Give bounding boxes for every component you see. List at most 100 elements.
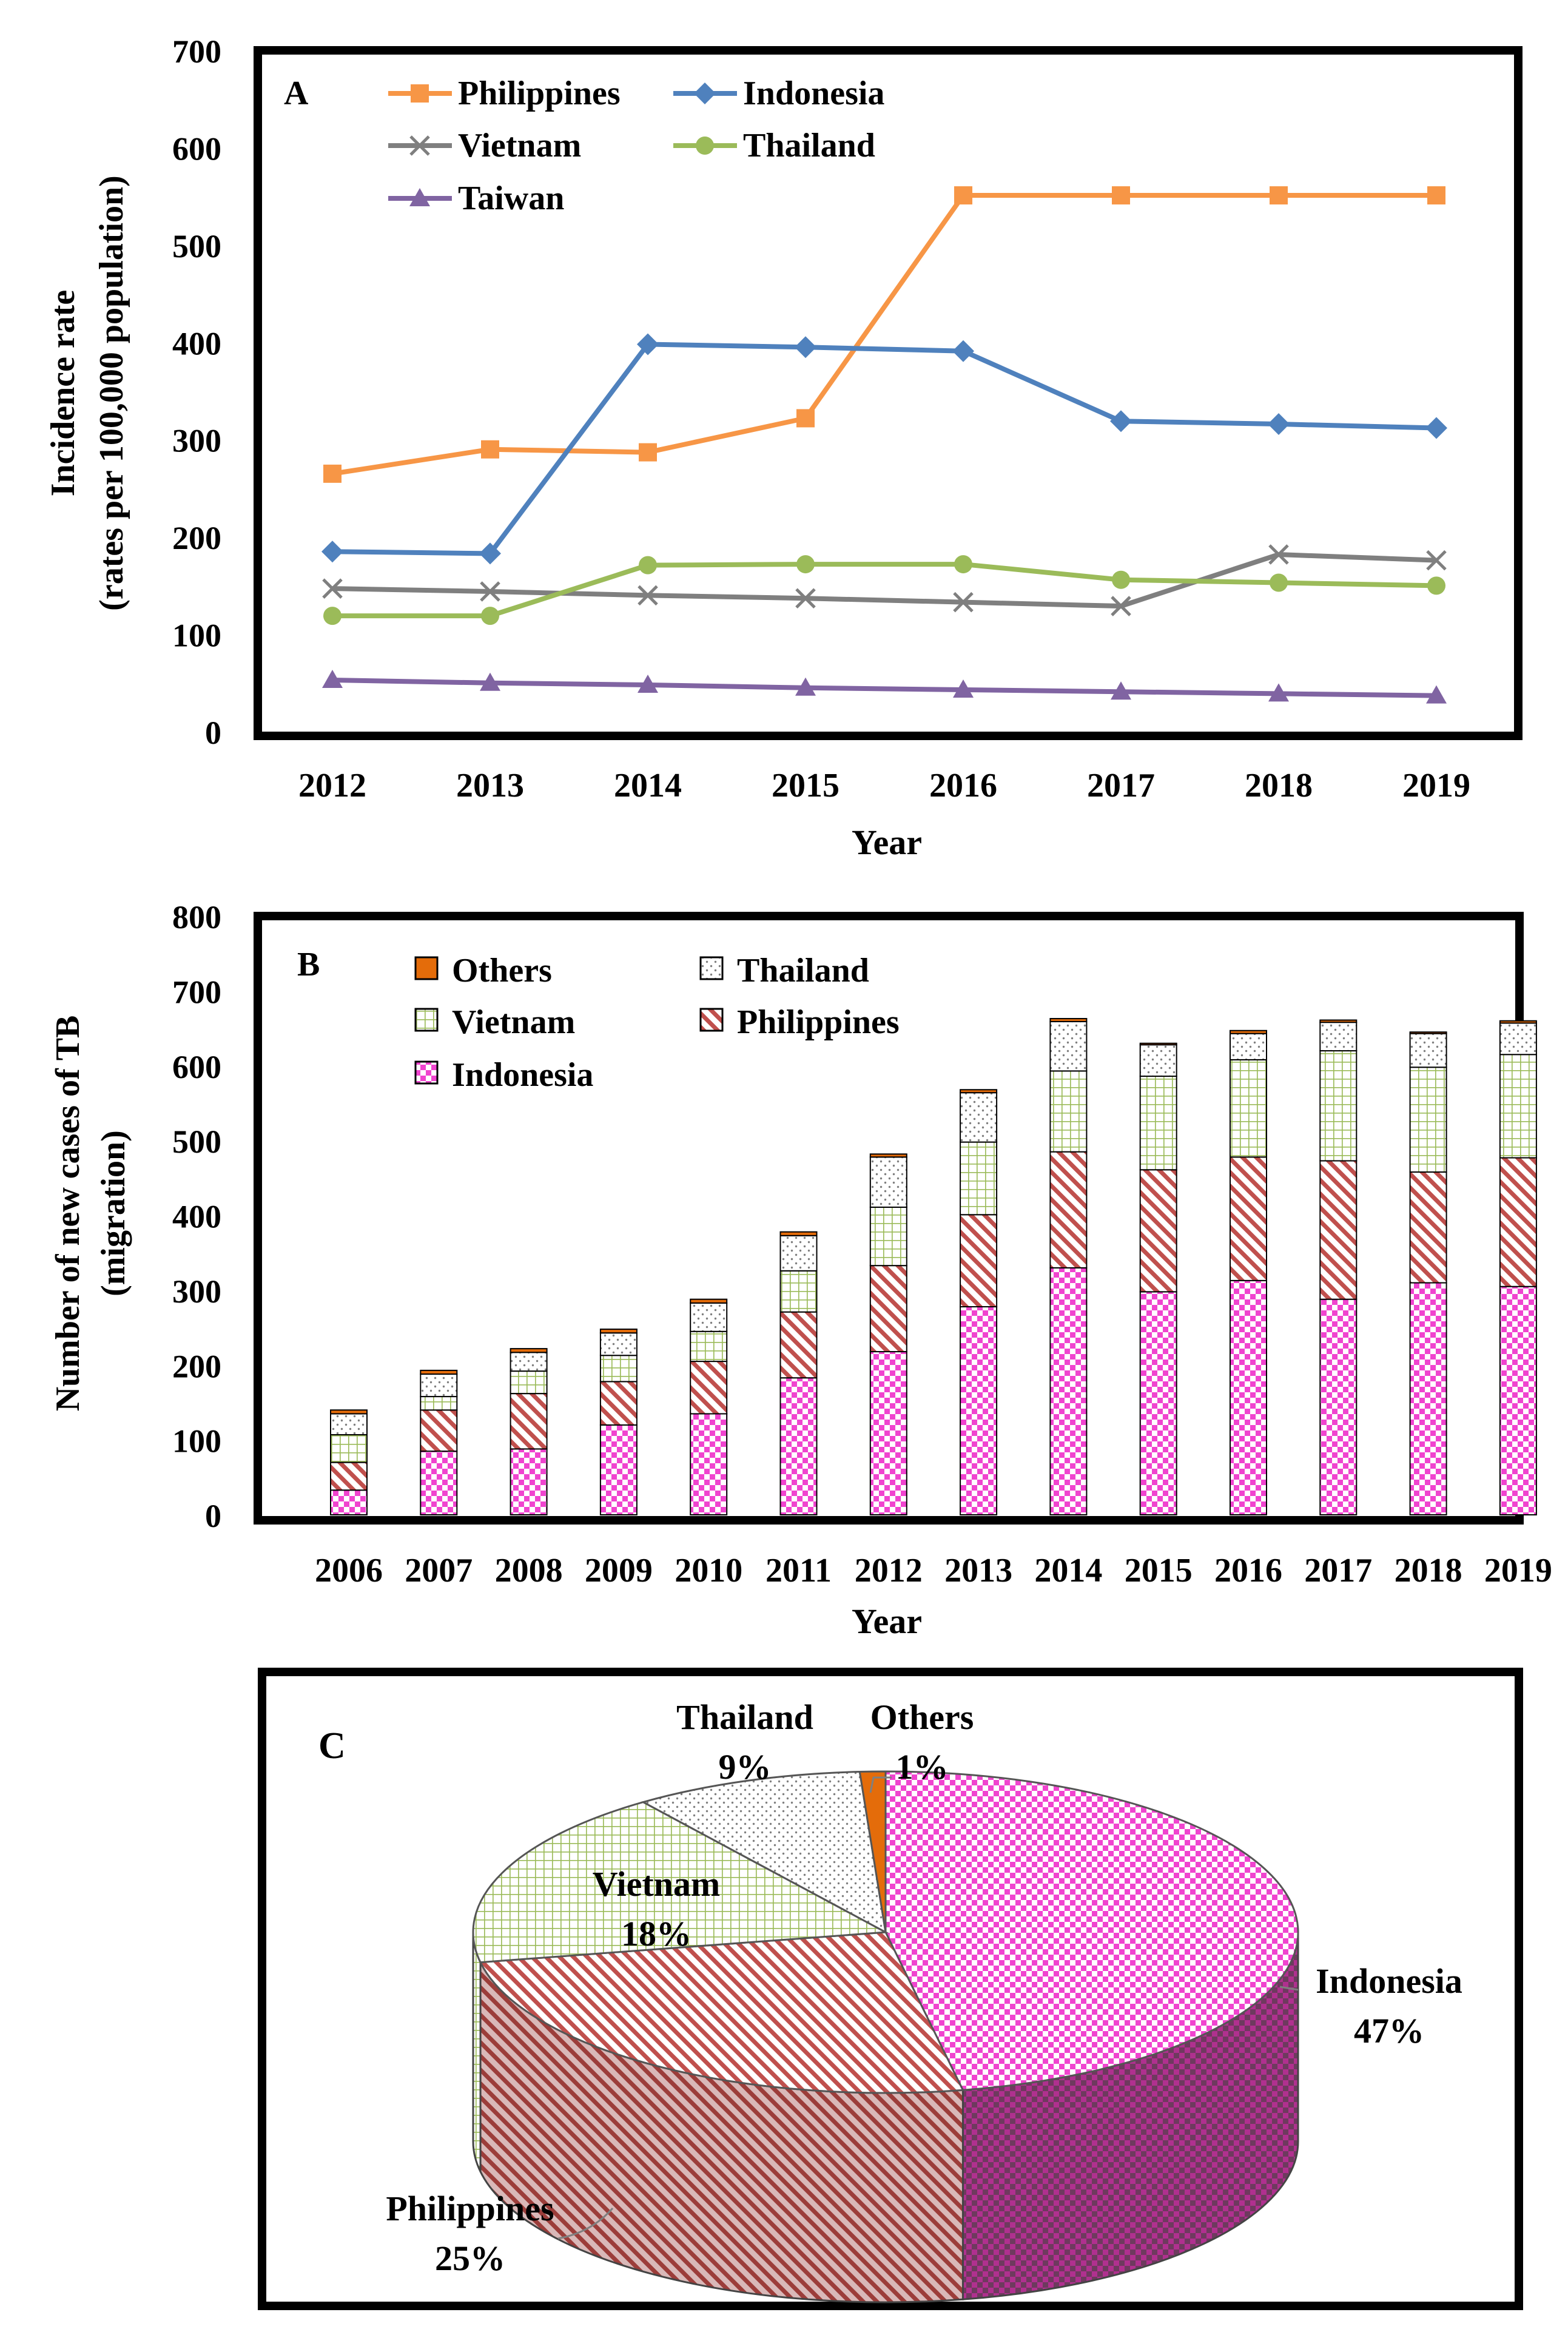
legend-label: Indonesia: [743, 75, 884, 112]
data-point-thailand: [1112, 570, 1130, 589]
legend-entry-thailand: Thailand: [699, 952, 869, 989]
pie-leader-line-others: [869, 1776, 892, 1793]
bar-segment-indonesia: [599, 1424, 638, 1515]
bar-segment-philippines: [330, 1461, 368, 1491]
panel-a-ytick-label: 400: [172, 325, 221, 362]
series-line-taiwan: [332, 677, 1437, 698]
pie-slice-thailand: [641, 1770, 887, 1934]
series-line-vietnam: [332, 551, 1437, 609]
panel-b-ytick-label: 400: [172, 1199, 221, 1235]
legend-swatch: [414, 956, 439, 980]
panel-a-xtick-label: 2016: [929, 767, 997, 804]
bar-segment-indonesia: [1409, 1282, 1447, 1516]
panel-a-ylabel-line1: Incidence rate: [44, 290, 82, 497]
data-point-taiwan: [1268, 683, 1289, 702]
panel-b-ytick-label: 600: [172, 1049, 221, 1085]
panel-b-xtick-label: 2016: [1214, 1552, 1282, 1589]
series-line-philippines: [332, 193, 1436, 476]
pie-slice-philippines: [479, 1931, 964, 2094]
bar-segment-vietnam: [690, 1330, 728, 1363]
bar-segment-thailand: [420, 1373, 458, 1398]
pie-label-percent: 18%: [621, 1914, 691, 1953]
data-point-thailand: [954, 555, 972, 574]
bar-segment-thailand: [869, 1156, 907, 1208]
series-taiwan: [322, 669, 1447, 704]
panel-b-xtick-label: 2009: [585, 1552, 653, 1589]
data-point-indonesia: [321, 541, 343, 563]
legend-entry-indonesia: Indonesia: [673, 75, 884, 112]
bar-segment-vietnam: [510, 1370, 548, 1395]
bar-segment-others: [599, 1329, 638, 1334]
bar-stack-2018: [1409, 1031, 1447, 1516]
bar-segment-indonesia: [869, 1351, 907, 1515]
bar-segment-others: [420, 1369, 458, 1375]
legend-entry-thailand: Thailand: [673, 127, 875, 164]
pie-leader-line-indonesia: [1279, 1986, 1299, 1991]
bar-segment-thailand: [779, 1235, 818, 1272]
data-point-philippines: [323, 464, 342, 483]
bar-stack-2007: [420, 1369, 458, 1516]
bar-segment-philippines: [510, 1393, 548, 1450]
data-point-philippines: [1270, 186, 1288, 205]
bar-segment-indonesia: [779, 1377, 818, 1515]
panel-b-xtick-label: 2014: [1034, 1552, 1102, 1589]
panel-b-ytick-label: 500: [172, 1124, 221, 1160]
legend-label: Thailand: [737, 952, 869, 989]
bar-segment-thailand: [599, 1332, 638, 1356]
series-philippines: [323, 186, 1445, 483]
panel-c-letter: C: [318, 1725, 346, 1767]
panel-a-xtick-label: 2017: [1087, 767, 1155, 804]
data-point-thailand: [481, 607, 499, 625]
data-point-vietnam: [638, 585, 658, 606]
bar-stack-2019: [1499, 1020, 1537, 1516]
panel-b-ytick-label: 300: [172, 1273, 221, 1310]
panel-a-xtick-label: 2012: [298, 767, 366, 804]
panel-a-ytick-label: 300: [172, 423, 221, 459]
bar-segment-indonesia: [1499, 1286, 1537, 1516]
pie-label-name: Philippines: [386, 2189, 554, 2228]
pie-side-vietnam: [472, 1932, 482, 2172]
bar-stack-2017: [1319, 1019, 1358, 1515]
bar-segment-thailand: [1230, 1033, 1267, 1060]
pie-slice-indonesia: [884, 1770, 1299, 2091]
data-point-vietnam: [1111, 596, 1131, 616]
pie-label-name: Others: [870, 1697, 974, 1737]
legend-marker-taiwan: [409, 188, 430, 206]
bar-segment-others: [1319, 1019, 1358, 1023]
bar-stack-2012: [869, 1153, 907, 1515]
bar-segment-thailand: [510, 1352, 548, 1372]
bar-segment-vietnam: [869, 1206, 907, 1267]
bar-segment-indonesia: [690, 1413, 728, 1516]
pie-label-name: Thailand: [676, 1697, 813, 1737]
bar-segment-indonesia: [510, 1448, 548, 1515]
bar-segment-philippines: [690, 1361, 728, 1415]
pie-slice-others: [858, 1770, 887, 1933]
panel-a-xlabel: Year: [852, 823, 922, 862]
bar-segment-philippines: [420, 1409, 458, 1452]
data-point-taiwan: [1111, 681, 1131, 700]
bar-segment-indonesia: [1139, 1291, 1177, 1516]
panel-b-ylabel-line1: Number of new cases of TB: [49, 1016, 87, 1412]
bar-segment-thailand: [1049, 1020, 1088, 1072]
bar-segment-indonesia: [1230, 1279, 1267, 1515]
bar-segment-vietnam: [420, 1396, 458, 1411]
legend-label: Vietnam: [452, 1003, 575, 1041]
data-point-taiwan: [480, 672, 500, 691]
pie-label-percent: 47%: [1354, 2011, 1424, 2050]
pie-leader-line-philippines: [557, 2208, 614, 2240]
legend-label: Indonesia: [452, 1056, 593, 1094]
bar-segment-vietnam: [1230, 1059, 1267, 1158]
pie-label-philippines: Philippines 25%: [386, 2189, 554, 2278]
panel-b-xtick-label: 2018: [1395, 1552, 1462, 1589]
bar-segment-indonesia: [1049, 1267, 1088, 1516]
bar-segment-others: [869, 1153, 907, 1158]
bar-stack-2015: [1139, 1042, 1177, 1516]
bar-segment-thailand: [330, 1413, 368, 1435]
panel-b-xtick-label: 2008: [495, 1552, 563, 1589]
bar-segment-philippines: [1409, 1171, 1447, 1284]
data-point-indonesia: [637, 333, 659, 355]
bar-segment-vietnam: [1139, 1076, 1177, 1171]
bar-segment-others: [330, 1409, 368, 1415]
legend-entry-others: Others: [414, 952, 552, 989]
bar-segment-thailand: [960, 1092, 998, 1143]
